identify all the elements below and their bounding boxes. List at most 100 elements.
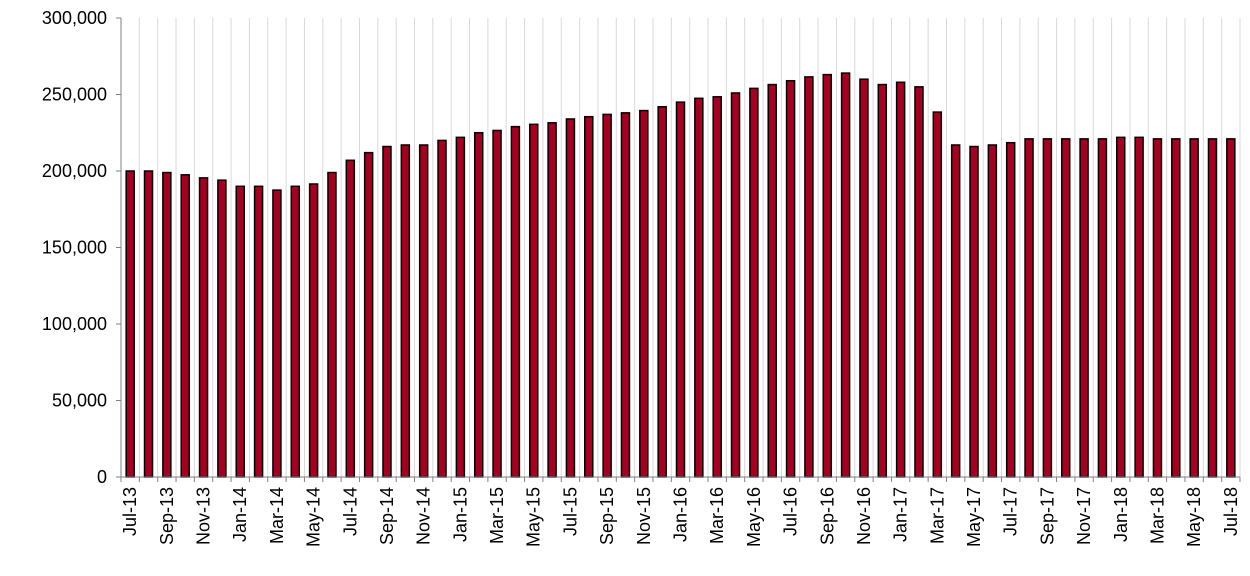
y-tick-label: 50,000: [52, 391, 107, 411]
bar-May-16: [749, 87, 759, 478]
bar-Feb-15: [473, 132, 484, 478]
bar-Sep-13: [162, 171, 172, 478]
bar-Jan-16: [675, 101, 686, 478]
bar-Mar-17: [932, 111, 943, 478]
bar-May-18: [1189, 138, 1199, 478]
bar-Jul-15: [565, 118, 576, 478]
bar-Sep-14: [382, 145, 392, 478]
bar-Nov-16: [859, 78, 869, 478]
x-tick-label: Jan-18: [1111, 487, 1131, 542]
x-tick-label: Sep-13: [157, 487, 177, 545]
bar-Nov-13: [198, 177, 209, 478]
bar-Apr-17: [950, 144, 961, 478]
bar-Jan-18: [1116, 136, 1126, 478]
bar-Jun-18: [1207, 138, 1218, 478]
x-tick-label: Nov-17: [1074, 487, 1094, 545]
y-tick-label: 0: [97, 467, 107, 487]
x-tick-label: Jan-17: [891, 487, 911, 542]
bar-Dec-14: [437, 139, 447, 478]
bar-Dec-17: [1097, 138, 1108, 478]
y-axis-tick-labels: 0 50,000 100,000 150,000 200,000 250,000 300,0…: [42, 8, 107, 487]
x-tick-label: Nov-15: [634, 487, 654, 545]
bar-Apr-14: [290, 185, 301, 478]
bar-Aug-14: [363, 151, 374, 478]
bar-Nov-17: [1079, 138, 1089, 478]
y-tick-label: 150,000: [42, 238, 107, 258]
axes: [116, 17, 1241, 482]
x-tick-label: Jul-17: [1001, 487, 1021, 536]
bar-May-17: [969, 145, 979, 478]
bar-Oct-17: [1060, 138, 1071, 478]
x-axis-tick-labels: Jul-13 Sep-13 Nov-13 Jan-14 Mar-14 May-14 Jul-…: [120, 487, 1241, 547]
x-tick-label: May-16: [744, 487, 764, 547]
x-tick-label: Jan-16: [671, 487, 691, 542]
bar-Sep-17: [1042, 138, 1053, 478]
x-tick-label: May-17: [964, 487, 984, 547]
y-tick-label: 250,000: [42, 85, 107, 105]
x-tick-label: Mar-18: [1147, 487, 1167, 544]
bar-Jan-15: [455, 136, 466, 478]
x-tick-label: Nov-13: [194, 487, 214, 545]
x-tick-label: May-15: [524, 487, 544, 547]
bar-Feb-16: [694, 97, 704, 478]
bar-Feb-17: [914, 86, 924, 478]
bar-Jan-14: [235, 185, 245, 478]
bar-Mar-14: [272, 189, 282, 478]
x-tick-label: Sep-16: [817, 487, 837, 545]
x-tick-label: Mar-16: [707, 487, 727, 544]
bar-Dec-16: [877, 83, 888, 478]
bar-Nov-14: [418, 144, 429, 478]
x-tick-label: Sep-14: [377, 487, 397, 545]
y-tick-label: 300,000: [42, 8, 107, 28]
bar-Oct-14: [400, 144, 411, 478]
bar-Apr-18: [1171, 138, 1181, 478]
bar-Dec-13: [217, 179, 227, 478]
x-tick-label: May-14: [304, 487, 324, 547]
bar-Jul-14: [345, 159, 356, 478]
y-tick-label: 100,000: [42, 314, 107, 334]
x-tick-label: Jul-14: [340, 487, 360, 536]
x-tick-label: Jan-15: [450, 487, 470, 542]
bar-Jun-15: [547, 122, 557, 478]
bar-Feb-18: [1134, 136, 1144, 478]
bar-Jul-17: [1005, 141, 1016, 478]
bar-Nov-15: [639, 109, 649, 478]
x-tick-label: Nov-16: [854, 487, 874, 545]
bar-Aug-15: [584, 115, 594, 478]
bar-Dec-15: [657, 105, 667, 478]
x-tick-label: Sep-17: [1037, 487, 1057, 545]
bar-May-14: [308, 183, 319, 478]
bar-Jun-16: [767, 83, 777, 478]
bar-Sep-16: [822, 73, 833, 478]
bar-Sep-15: [602, 113, 612, 478]
bar-Mar-15: [492, 129, 502, 478]
y-tick-label: 200,000: [42, 161, 107, 181]
x-tick-label: Jul-18: [1221, 487, 1241, 536]
gridlines: [138, 18, 1241, 477]
bar-May-15: [528, 123, 539, 478]
bar-Mar-16: [712, 96, 722, 478]
bar-Aug-13: [143, 170, 154, 478]
x-tick-label: Mar-14: [267, 487, 287, 544]
bar-Apr-15: [510, 125, 521, 478]
bar-Jun-14: [327, 171, 337, 478]
bar-Jul-13: [125, 170, 135, 478]
bar-Apr-16: [730, 92, 741, 478]
x-tick-label: May-18: [1184, 487, 1204, 547]
bars: [125, 72, 1236, 478]
x-tick-label: Jan-14: [230, 487, 250, 542]
bar-Oct-15: [620, 112, 631, 478]
x-tick-label: Jul-13: [120, 487, 140, 536]
bar-Jan-17: [895, 81, 906, 478]
bar-Aug-16: [804, 76, 814, 478]
x-tick-label: Jul-16: [781, 487, 801, 536]
bar-Jun-17: [987, 144, 998, 478]
x-tick-label: Jul-15: [560, 487, 580, 536]
x-tick-label: Mar-15: [487, 487, 507, 544]
bar-Feb-14: [253, 185, 264, 478]
bar-Oct-13: [180, 174, 190, 478]
x-tick-label: Mar-17: [927, 487, 947, 544]
bar-Jul-16: [785, 79, 796, 478]
